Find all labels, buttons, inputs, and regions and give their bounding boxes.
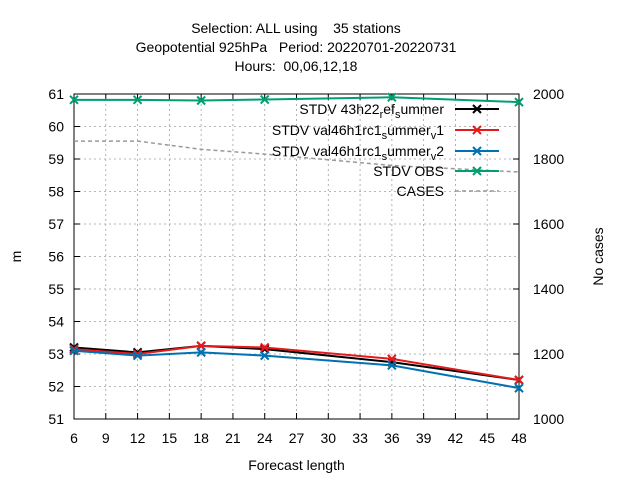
legend-label-part: s <box>382 130 388 142</box>
x-axis-label: Forecast length <box>248 457 345 473</box>
y-axis-label: m <box>8 251 24 263</box>
legend-label-part: STDV val46h1rc1 <box>272 122 382 138</box>
data-point-series-2 <box>260 342 270 353</box>
data-point-series-4 <box>196 95 206 106</box>
legend-label-part: s <box>382 151 388 163</box>
data-point-series-2 <box>514 375 524 385</box>
y-tick-label: 51 <box>48 411 64 427</box>
data-point-series-3 <box>387 360 397 371</box>
y2-tick-label: 2000 <box>533 86 564 102</box>
y-tick-label: 54 <box>48 314 64 330</box>
x-tick-label: 42 <box>448 430 464 446</box>
legend-label-part: CASES <box>397 183 444 199</box>
x-axis: 6 9 12 15 18 21 24 27 30 33 36 39 42 45 48 <box>70 94 527 446</box>
y2-tick-label: 1400 <box>533 281 564 297</box>
data-point-series-3 <box>132 350 143 361</box>
x-tick-label: 24 <box>257 430 273 446</box>
legend-entry-1: STDV 43h22refsummer <box>299 101 499 121</box>
legend-label-part: 1 <box>436 122 444 138</box>
legend-label: STDV 43h22refsummer <box>299 101 444 121</box>
y2-tick-label: 1800 <box>533 151 564 167</box>
x-tick-label: 33 <box>352 430 368 446</box>
data-point-series-3 <box>260 350 270 361</box>
x-tick-label: 12 <box>130 430 146 446</box>
x-tick-label: 45 <box>479 430 495 446</box>
legend-label-part: r <box>380 109 384 121</box>
y2-tick-label: 1600 <box>533 216 564 232</box>
legend-marker <box>472 166 482 176</box>
legend-marker <box>472 104 482 114</box>
data-point-series-2 <box>132 349 143 359</box>
legend-marker <box>472 125 482 135</box>
y-tick-label: 58 <box>48 184 64 200</box>
title-line-1: Selection: ALL using 35 stations <box>191 20 401 36</box>
legend-label-part: v <box>431 151 437 163</box>
x-tick-label: 9 <box>102 430 110 446</box>
y2-tick-label: 1200 <box>533 346 564 362</box>
y-tick-label: 59 <box>48 151 64 167</box>
legend-label: STDV OBS <box>373 163 444 179</box>
legend-entry-5: CASES <box>397 183 499 199</box>
legend-label: CASES <box>397 183 444 199</box>
legend-entry-3: STDV val46h1rc1summerv2 <box>272 143 499 163</box>
data-point-series-3 <box>196 347 206 358</box>
legend-entry-4: STDV OBS <box>373 163 499 179</box>
data-point-series-3 <box>514 383 524 393</box>
y2-axis-label: No cases <box>590 227 606 285</box>
x-tick-label: 30 <box>320 430 336 446</box>
legend-label-part: ummer <box>387 122 431 138</box>
data-point-series-4 <box>514 97 524 107</box>
y-tick-label: 57 <box>48 216 64 232</box>
y-tick-label: 56 <box>48 249 64 265</box>
series-line-3 <box>73 349 520 390</box>
legend-label-part: ummer <box>387 143 431 159</box>
y-tick-label: 61 <box>48 86 64 102</box>
legend-label-part: v <box>431 130 437 142</box>
chart-title: Selection: ALL using 35 stations Geopoten… <box>136 20 457 74</box>
x-tick-label: 36 <box>384 430 400 446</box>
legend-marker <box>472 146 482 156</box>
y-tick-label: 60 <box>48 119 64 135</box>
title-line-2: Geopotential 925hPa Period: 20220701-202… <box>136 39 457 55</box>
legend-label: STDV val46h1rc1summerv1 <box>272 122 444 142</box>
x-tick-label: 39 <box>416 430 432 446</box>
series-layer <box>69 92 524 393</box>
data-point-series-4 <box>132 95 143 105</box>
x-tick-label: 18 <box>193 430 209 446</box>
series-line-4 <box>74 96 520 104</box>
x-tick-label: 15 <box>162 430 178 446</box>
legend-label-part: STDV OBS <box>373 163 444 179</box>
data-point-series-3 <box>69 346 79 356</box>
legend-label-part: s <box>395 109 401 121</box>
legend-entry-2: STDV val46h1rc1summerv1 <box>272 122 499 142</box>
series-line-2 <box>73 344 520 381</box>
title-line-3: Hours: 00,06,12,18 <box>235 58 358 74</box>
legend-label: STDV val46h1rc1summerv2 <box>272 143 444 163</box>
y-tick-label: 55 <box>48 281 64 297</box>
data-point-series-4 <box>387 92 397 102</box>
x-tick-label: 48 <box>511 430 527 446</box>
data-point-series-4 <box>260 94 270 105</box>
legend-label-part: 2 <box>436 143 444 159</box>
x-tick-label: 21 <box>225 430 241 446</box>
legend-label-part: ef <box>383 101 395 117</box>
legend-label-part: STDV val46h1rc1 <box>272 143 382 159</box>
x-tick-label: 27 <box>289 430 305 446</box>
data-point-series-4 <box>69 95 79 105</box>
y2-axis: 1000 1200 1400 1600 1800 2000 <box>513 86 564 427</box>
y-tick-label: 53 <box>48 346 64 362</box>
x-tick-label: 6 <box>70 430 78 446</box>
y-axis: 51 52 53 54 55 56 57 58 59 60 61 <box>48 86 80 427</box>
legend-label-part: STDV 43h22 <box>299 101 379 117</box>
legend-label-part: ummer <box>400 101 444 117</box>
y2-tick-label: 1000 <box>533 411 564 427</box>
y-tick-label: 52 <box>48 379 64 395</box>
